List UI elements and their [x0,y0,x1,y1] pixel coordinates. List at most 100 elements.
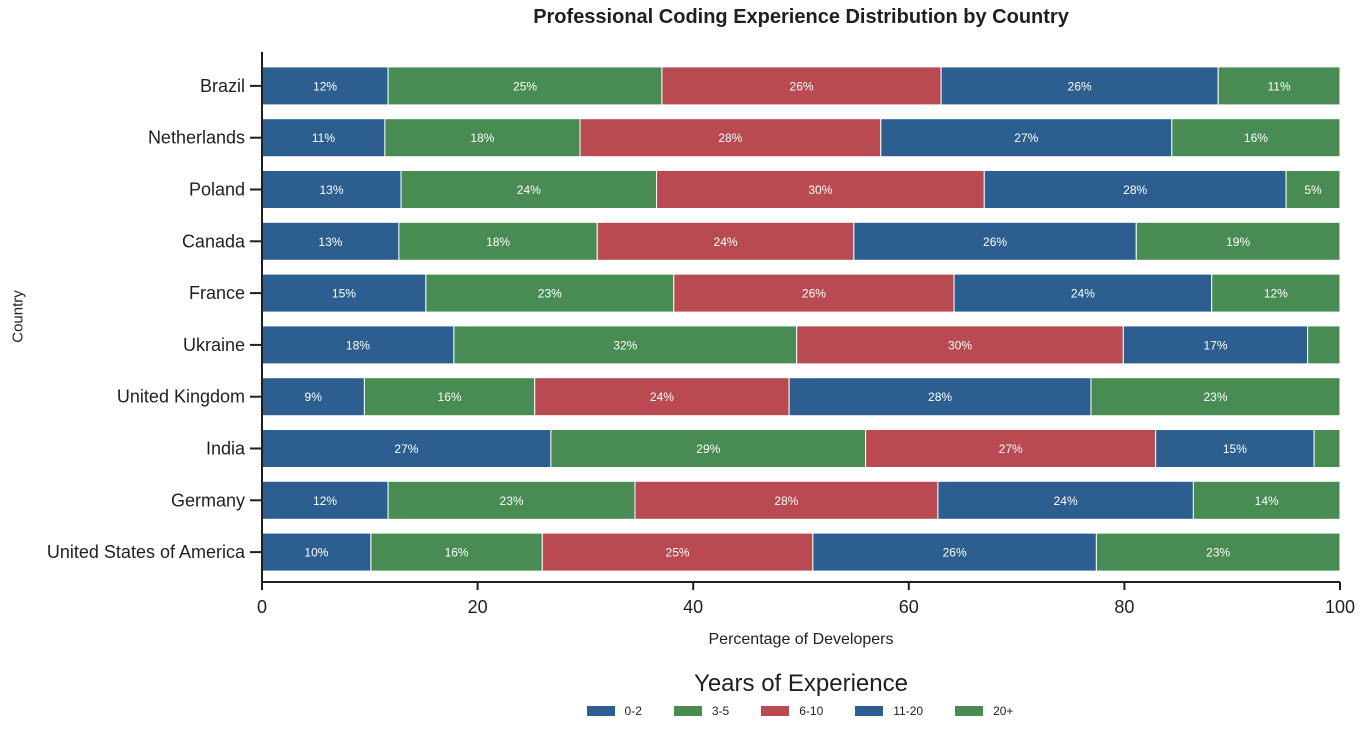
x-tick-label: 100 [1325,597,1355,617]
data-label: 11% [312,131,335,145]
data-label: 26% [1068,79,1092,93]
legend-swatch [673,706,702,716]
legend-label: 3-5 [711,704,730,718]
bar-segment [853,221,1137,261]
data-label: 26% [802,287,826,301]
data-label: 12% [1264,287,1288,301]
bar-segment [1155,429,1315,468]
data-label: 28% [718,131,742,145]
data-label: 16% [438,390,462,404]
x-tick-label: 40 [683,597,703,617]
x-tick-label: 0 [257,597,267,617]
bar-segment [453,325,798,365]
legend-label: 20+ [993,704,1014,718]
data-label: 25% [513,79,537,93]
data-label: 18% [470,131,494,145]
data-label: 16% [445,546,469,560]
data-label: 32% [613,338,637,352]
bar-segment [796,325,1124,365]
legend-label: 6-10 [799,704,824,718]
data-label: 15% [1223,442,1247,456]
bar-segment [363,377,536,417]
data-label: 19% [1226,235,1250,249]
data-label: 23% [500,494,524,508]
bar-segment [865,429,1157,468]
data-label: 24% [517,183,541,197]
legend-label: 11-20 [893,704,924,718]
bar-segment [261,429,552,468]
bar-segment [534,377,790,417]
y-tick-label: United Kingdom [117,387,245,407]
y-tick-label: India [206,439,246,459]
bar-segment [541,532,814,572]
data-label: 26% [790,79,814,93]
x-axis-label: Percentage of Developers [708,631,894,648]
legend: 0-2 3-5 6-10 11-20 20+ [0,704,1366,718]
bar-segment [384,118,581,158]
data-label: 17% [1203,338,1227,352]
bar-segment [387,66,663,106]
bar-segment [1090,377,1341,417]
data-label: 28% [928,390,952,404]
data-label: 9% [305,390,323,404]
data-label: 23% [1203,390,1227,404]
data-label: 26% [943,546,967,560]
data-label: 24% [650,390,674,404]
data-label: 12% [313,494,337,508]
x-tick-label: 60 [899,597,919,617]
y-tick-label: France [189,283,245,303]
legend-swatch [955,706,984,716]
legend-swatch [761,706,790,716]
data-label: 13% [320,183,344,197]
bar-segment [1135,221,1341,261]
bar-segment [788,377,1092,417]
bar-segment [656,170,985,209]
bar-segment [1211,273,1341,313]
data-label: 11% [1268,79,1291,93]
data-label: 24% [1071,287,1095,301]
bar-segment [261,325,455,365]
legend-item: 6-10 [761,704,823,718]
bar-segment [1095,532,1341,572]
data-label: 30% [948,338,972,352]
bar-segment [1171,118,1341,158]
legend-item: 0-2 [586,704,642,718]
legend-item: 11-20 [855,704,923,718]
data-label: 5% [1304,183,1322,197]
chart-title: Professional Coding Experience Distribut… [533,6,1069,28]
data-label: 27% [1014,131,1038,145]
data-label: 28% [1123,183,1147,197]
bar-segment [398,221,598,261]
y-tick-label: Netherlands [148,128,245,148]
bar-segment [261,118,386,158]
bar-segment [1307,325,1341,365]
data-label: 24% [1054,494,1078,508]
bar-segment [550,429,867,468]
y-tick-label: Poland [189,180,245,200]
data-label: 25% [666,546,690,560]
bar-segment [261,377,365,417]
legend-title: Years of Experience [694,670,908,697]
data-label: 16% [1244,131,1268,145]
data-label: 15% [332,287,356,301]
data-label: 18% [486,235,510,249]
data-label: 23% [1206,546,1230,560]
data-label: 26% [983,235,1007,249]
data-label: 27% [394,442,418,456]
legend-label: 0-2 [624,704,642,718]
bar-segment [983,170,1287,209]
data-label: 10% [304,546,328,560]
legend-item: 20+ [955,704,1013,718]
data-label: 29% [696,442,720,456]
bar-segment [1192,480,1341,520]
y-tick-label: Canada [182,231,246,251]
y-tick-label: United States of America [47,542,246,562]
x-tick-label: 80 [1114,597,1134,617]
bar-segment [400,170,658,209]
legend-swatch [586,706,615,716]
y-tick-label: Ukraine [183,335,245,355]
data-label: 12% [313,79,337,93]
data-label: 14% [1255,494,1279,508]
